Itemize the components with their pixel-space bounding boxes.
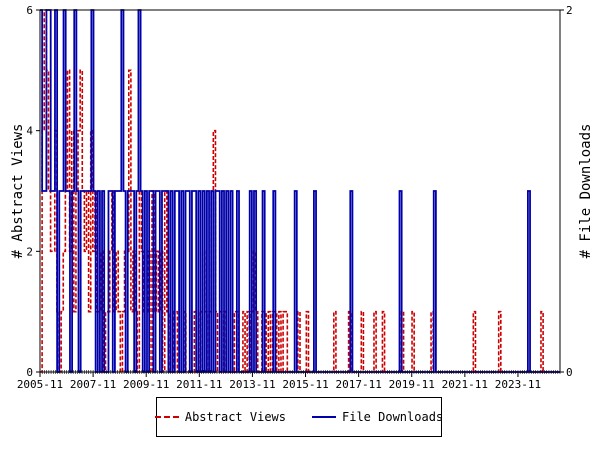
y-left-tick-label: 6 bbox=[26, 4, 33, 17]
legend-swatch-abstract-views bbox=[154, 416, 179, 418]
x-tick-label: 2007-11 bbox=[70, 378, 116, 391]
x-tick-label: 2015-11 bbox=[282, 378, 328, 391]
x-tick-label: 2013-11 bbox=[229, 378, 275, 391]
x-tick-label: 2011-11 bbox=[176, 378, 222, 391]
legend-label-abstract-views: Abstract Views bbox=[184, 410, 286, 424]
series-line-file-downloads bbox=[40, 9, 560, 373]
legend-item-abstract-views: Abstract Views bbox=[154, 410, 286, 424]
y-left-tick-label: 2 bbox=[26, 245, 33, 258]
y-right-tick-label: 0 bbox=[566, 366, 573, 379]
x-tick-label: 2017-11 bbox=[335, 378, 381, 391]
legend-item-file-downloads: File Downloads bbox=[312, 410, 443, 424]
chart-legend: Abstract Views File Downloads bbox=[154, 397, 443, 437]
legend-swatch-file-downloads bbox=[312, 416, 336, 418]
x-tick-label: 2023-11 bbox=[495, 378, 541, 391]
legend-label-file-downloads: File Downloads bbox=[342, 410, 444, 424]
x-tick-label: 2021-11 bbox=[442, 378, 488, 391]
x-tick-label: 2005-11 bbox=[17, 378, 63, 391]
y-axis-left-label: # Abstract Views bbox=[10, 124, 26, 259]
y-left-tick-label: 0 bbox=[26, 366, 33, 379]
plot-frame bbox=[39, 9, 561, 373]
y-axis-right-label: # File Downloads bbox=[578, 124, 594, 259]
x-tick-label: 2009-11 bbox=[123, 378, 169, 391]
y-left-tick-label: 4 bbox=[26, 125, 33, 138]
y-right-tick-label: 2 bbox=[566, 4, 573, 17]
x-tick-label: 2019-11 bbox=[389, 378, 435, 391]
